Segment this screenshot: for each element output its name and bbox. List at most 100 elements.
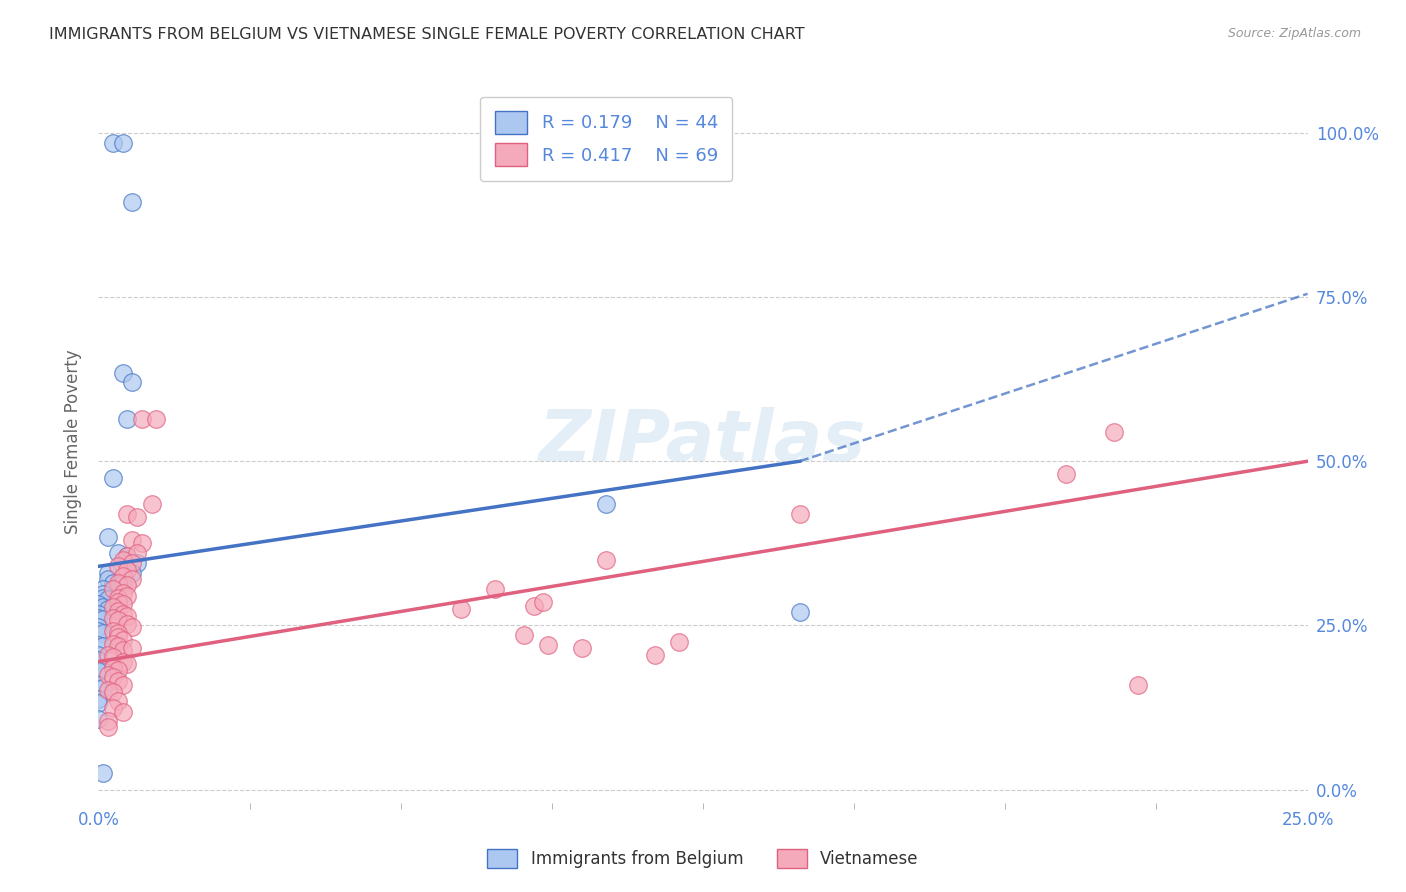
Point [131, 411, 153, 425]
Point [87, 648, 110, 662]
Point [571, 641, 593, 656]
Point [127, 510, 149, 524]
Legend: Immigrants from Belgium, Vietnamese: Immigrants from Belgium, Vietnamese [481, 842, 925, 875]
Point [107, 640, 129, 654]
Point [111, 575, 134, 590]
Point [117, 608, 139, 623]
Y-axis label: Single Female Poverty: Single Female Poverty [63, 350, 82, 533]
Point [87, 677, 110, 691]
Point [531, 595, 554, 609]
Point [111, 136, 134, 150]
Point [97, 667, 120, 681]
Point [87, 652, 110, 666]
Point [450, 602, 472, 616]
Point [117, 549, 139, 564]
Point [87, 610, 110, 624]
Point [121, 556, 143, 570]
Point [121, 194, 143, 209]
Point [111, 569, 134, 583]
Point [111, 598, 134, 612]
Point [117, 563, 139, 577]
Point [87, 620, 110, 634]
Point [117, 411, 139, 425]
Point [121, 533, 143, 547]
Point [91, 640, 114, 654]
Point [97, 714, 120, 728]
Point [107, 694, 129, 708]
Point [91, 587, 114, 601]
Point [121, 620, 143, 634]
Point [107, 674, 129, 689]
Point [111, 705, 134, 719]
Text: ZIPatlas: ZIPatlas [540, 407, 866, 476]
Point [107, 630, 129, 644]
Point [87, 624, 110, 638]
Point [87, 692, 110, 706]
Point [101, 685, 124, 699]
Point [484, 582, 506, 597]
Point [97, 566, 120, 580]
Text: IMMIGRANTS FROM BELGIUM VS VIETNAMESE SINGLE FEMALE POVERTY CORRELATION CHART: IMMIGRANTS FROM BELGIUM VS VIETNAMESE SI… [49, 27, 804, 42]
Point [101, 610, 124, 624]
Point [111, 585, 134, 599]
Point [101, 582, 124, 597]
Point [87, 607, 110, 621]
Point [107, 613, 129, 627]
Point [121, 573, 143, 587]
Point [117, 589, 139, 603]
Point [117, 657, 139, 671]
Point [87, 638, 110, 652]
Point [141, 497, 163, 511]
Point [97, 720, 120, 734]
Point [537, 638, 560, 652]
Point [91, 766, 114, 780]
Point [107, 579, 129, 593]
Point [668, 635, 690, 649]
Point [127, 546, 149, 560]
Point [107, 595, 129, 609]
Point [111, 607, 134, 621]
Point [131, 536, 153, 550]
Point [97, 602, 120, 616]
Point [97, 682, 120, 697]
Point [107, 604, 129, 618]
Point [111, 643, 134, 657]
Point [101, 575, 124, 590]
Point [107, 546, 129, 560]
Point [111, 632, 134, 647]
Point [107, 663, 129, 677]
Point [91, 612, 114, 626]
Point [107, 559, 129, 574]
Point [101, 700, 124, 714]
Point [111, 677, 134, 691]
Point [117, 578, 139, 592]
Point [111, 553, 134, 567]
Point [121, 641, 143, 656]
Point [101, 650, 124, 665]
Point [111, 366, 134, 380]
Point [87, 665, 110, 679]
Point [117, 617, 139, 632]
Point [111, 655, 134, 669]
Point [513, 628, 536, 642]
Point [523, 599, 546, 613]
Text: Source: ZipAtlas.com: Source: ZipAtlas.com [1227, 27, 1361, 40]
Point [87, 712, 110, 726]
Point [101, 670, 124, 684]
Point [101, 624, 124, 638]
Point [1054, 467, 1077, 482]
Point [97, 592, 120, 607]
Point [91, 626, 114, 640]
Point [789, 605, 811, 619]
Point [117, 507, 139, 521]
Point [127, 556, 149, 570]
Point [107, 626, 129, 640]
Point [101, 637, 124, 651]
Point [117, 549, 139, 564]
Point [121, 376, 143, 390]
Legend: R = 0.179    N = 44, R = 0.417    N = 69: R = 0.179 N = 44, R = 0.417 N = 69 [481, 96, 733, 181]
Point [789, 507, 811, 521]
Point [595, 497, 617, 511]
Point [101, 661, 124, 675]
Point [91, 591, 114, 605]
